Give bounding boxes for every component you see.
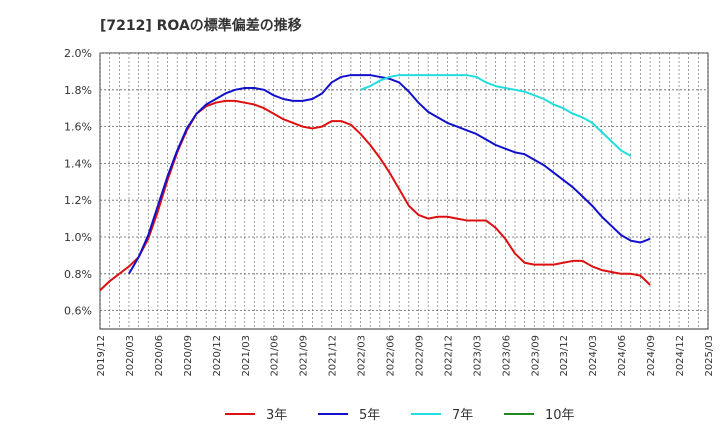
- x-axis-ticks: 2019/12 2020/03 2020/06 2020/09 2020/12 2021/…: [96, 335, 715, 377]
- x-tick-label: 2020/09: [183, 335, 194, 377]
- x-tick-label: 2021/03: [241, 335, 252, 377]
- y-tick-label: 0.6%: [64, 305, 92, 318]
- x-tick-label: 2022/09: [414, 335, 425, 377]
- x-tick-label: 2021/12: [328, 335, 339, 377]
- x-tick-label: 2024/03: [588, 335, 599, 377]
- series-lines: [99, 74, 651, 292]
- plot-area: [99, 52, 709, 330]
- legend-label: 5年: [359, 408, 380, 423]
- grid: [99, 52, 709, 329]
- x-tick-label: 2020/03: [125, 335, 136, 377]
- x-tick-label: 2023/09: [530, 335, 541, 377]
- x-tick-label: 2023/06: [501, 335, 512, 377]
- x-tick-label: 2022/12: [443, 335, 454, 377]
- x-tick-label: 2025/03: [704, 335, 715, 377]
- y-tick-label: 1.6%: [64, 121, 92, 134]
- y-tick-label: 1.8%: [64, 84, 92, 97]
- x-tick-label: 2022/03: [357, 335, 368, 377]
- x-tick-label: 2021/09: [299, 335, 310, 377]
- x-tick-label: 2024/09: [646, 335, 657, 377]
- x-tick-label: 2019/12: [96, 335, 107, 377]
- y-tick-label: 1.0%: [64, 231, 92, 244]
- y-tick-label: 1.2%: [64, 194, 92, 207]
- chart-title: [7212] ROAの標準偏差の推移: [100, 17, 302, 34]
- x-tick-label: 2024/12: [675, 335, 686, 377]
- y-tick-label: 2.0%: [64, 47, 92, 60]
- legend: 3年 5年 7年 10年: [225, 408, 575, 423]
- x-tick-label: 2024/06: [617, 335, 628, 377]
- x-tick-label: 2020/06: [154, 335, 165, 377]
- y-tick-label: 1.4%: [64, 157, 92, 170]
- x-tick-label: 2020/12: [212, 335, 223, 377]
- series-line: [360, 74, 632, 157]
- y-tick-label: 0.8%: [64, 268, 92, 281]
- legend-label: 7年: [452, 408, 473, 423]
- x-tick-label: 2021/06: [270, 335, 281, 377]
- x-tick-label: 2023/12: [559, 335, 570, 377]
- y-axis-ticks: 0.6% 0.8% 1.0% 1.2% 1.4% 1.6% 1.8% 2.0%: [64, 47, 92, 318]
- legend-label: 10年: [545, 408, 575, 423]
- x-tick-label: 2022/06: [386, 335, 397, 377]
- series-line: [128, 74, 651, 275]
- x-tick-label: 2023/03: [472, 335, 483, 377]
- legend-label: 3年: [266, 408, 287, 423]
